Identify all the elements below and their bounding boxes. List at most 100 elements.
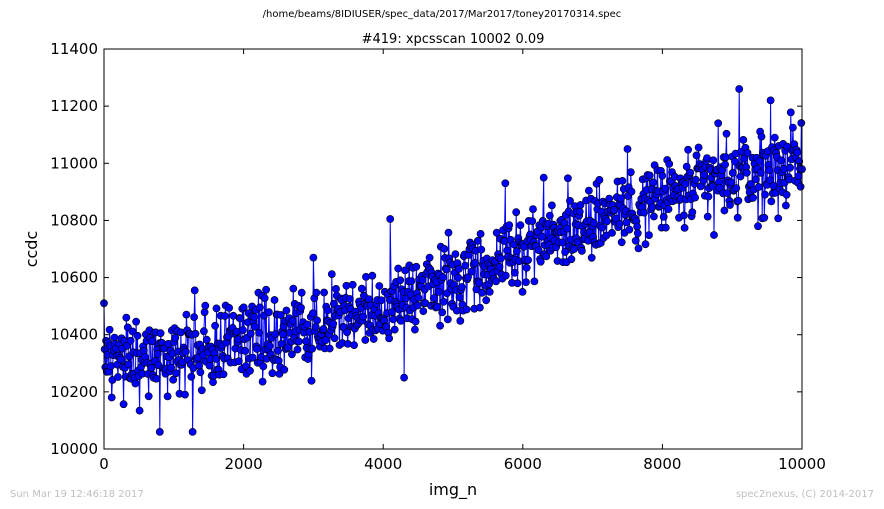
data-point (259, 362, 268, 371)
y-tick-label: 10200 (50, 383, 98, 401)
data-point (369, 335, 378, 343)
x-tick-label: 0 (99, 455, 109, 473)
data-point (438, 308, 447, 317)
data-point (766, 176, 774, 185)
data-point (633, 229, 642, 238)
data-point (307, 376, 316, 385)
data-point (774, 214, 783, 223)
data-point (387, 308, 396, 317)
data-point (258, 377, 267, 386)
data-point (287, 350, 296, 359)
credit: spec2nexus, (C) 2014-2017 (735, 489, 874, 500)
data-point (297, 288, 306, 297)
data-point (464, 273, 472, 282)
data-point (265, 342, 274, 350)
data-point (548, 201, 556, 210)
data-point (777, 156, 785, 165)
data-point (401, 266, 409, 275)
data-point (105, 325, 114, 334)
data-point (293, 345, 302, 354)
data-point (152, 374, 161, 383)
data-point (691, 175, 700, 184)
data-point (735, 85, 744, 93)
figure-suptitle: /home/beams/8IDIUSER/spec_data/2017/Mar2… (262, 9, 622, 20)
data-point (348, 280, 357, 289)
data-point (789, 123, 797, 132)
data-point (359, 312, 368, 321)
data-point (476, 229, 485, 238)
data-point (478, 288, 486, 297)
y-tick-label: 11000 (50, 154, 98, 172)
data-point (289, 284, 298, 293)
data-point (501, 179, 510, 188)
data-point (608, 228, 616, 237)
data-point (732, 184, 741, 192)
data-point (513, 279, 522, 288)
data-point (255, 303, 264, 312)
data-point (512, 208, 521, 217)
data-point (396, 276, 405, 285)
data-point (200, 308, 209, 317)
data-point (563, 224, 572, 233)
data-point (128, 327, 137, 336)
data-point (301, 337, 310, 346)
data-point (131, 379, 140, 388)
data-point (761, 190, 769, 199)
data-point (171, 333, 180, 342)
data-point (274, 346, 282, 355)
data-point (510, 268, 519, 277)
data-point (797, 119, 806, 127)
data-point (394, 264, 403, 273)
data-point (190, 313, 198, 321)
data-point (155, 427, 164, 436)
data-point (167, 363, 175, 372)
data-point (280, 365, 289, 374)
data-point (700, 170, 709, 179)
data-point (133, 331, 142, 340)
data-point (320, 288, 328, 297)
data-point (288, 316, 297, 325)
data-point (567, 255, 576, 264)
x-tick-label: 10000 (778, 455, 826, 473)
data-point (361, 336, 370, 344)
data-point (736, 172, 745, 181)
data-point (107, 362, 115, 370)
y-tick-label: 10800 (50, 211, 98, 229)
data-point (325, 344, 334, 353)
data-point (433, 302, 442, 311)
data-point (501, 271, 510, 280)
data-point (271, 330, 280, 339)
data-point (631, 236, 640, 245)
data-point (496, 254, 505, 263)
data-point (270, 296, 279, 304)
data-point (253, 345, 261, 353)
data-point (309, 253, 318, 262)
data-point (530, 277, 539, 286)
data-point (587, 253, 596, 262)
data-point (767, 197, 776, 206)
data-point (633, 222, 641, 231)
data-point (475, 303, 484, 312)
data-point (462, 305, 471, 314)
data-point (704, 192, 713, 201)
data-point (779, 164, 788, 173)
data-point (107, 393, 116, 402)
data-point (308, 344, 317, 353)
data-point (196, 368, 205, 377)
data-point (721, 160, 729, 169)
data-point (268, 369, 277, 378)
data-point (414, 293, 423, 302)
data-point (239, 326, 247, 334)
y-tick-label: 10400 (50, 326, 98, 344)
data-point (622, 218, 631, 227)
data-point (262, 285, 270, 294)
data-point (148, 337, 157, 346)
data-point (756, 168, 765, 177)
data-point (451, 250, 460, 258)
data-point (603, 217, 611, 226)
data-point (645, 171, 654, 180)
data-point (319, 325, 328, 333)
data-point (191, 329, 200, 338)
data-point (375, 282, 384, 290)
